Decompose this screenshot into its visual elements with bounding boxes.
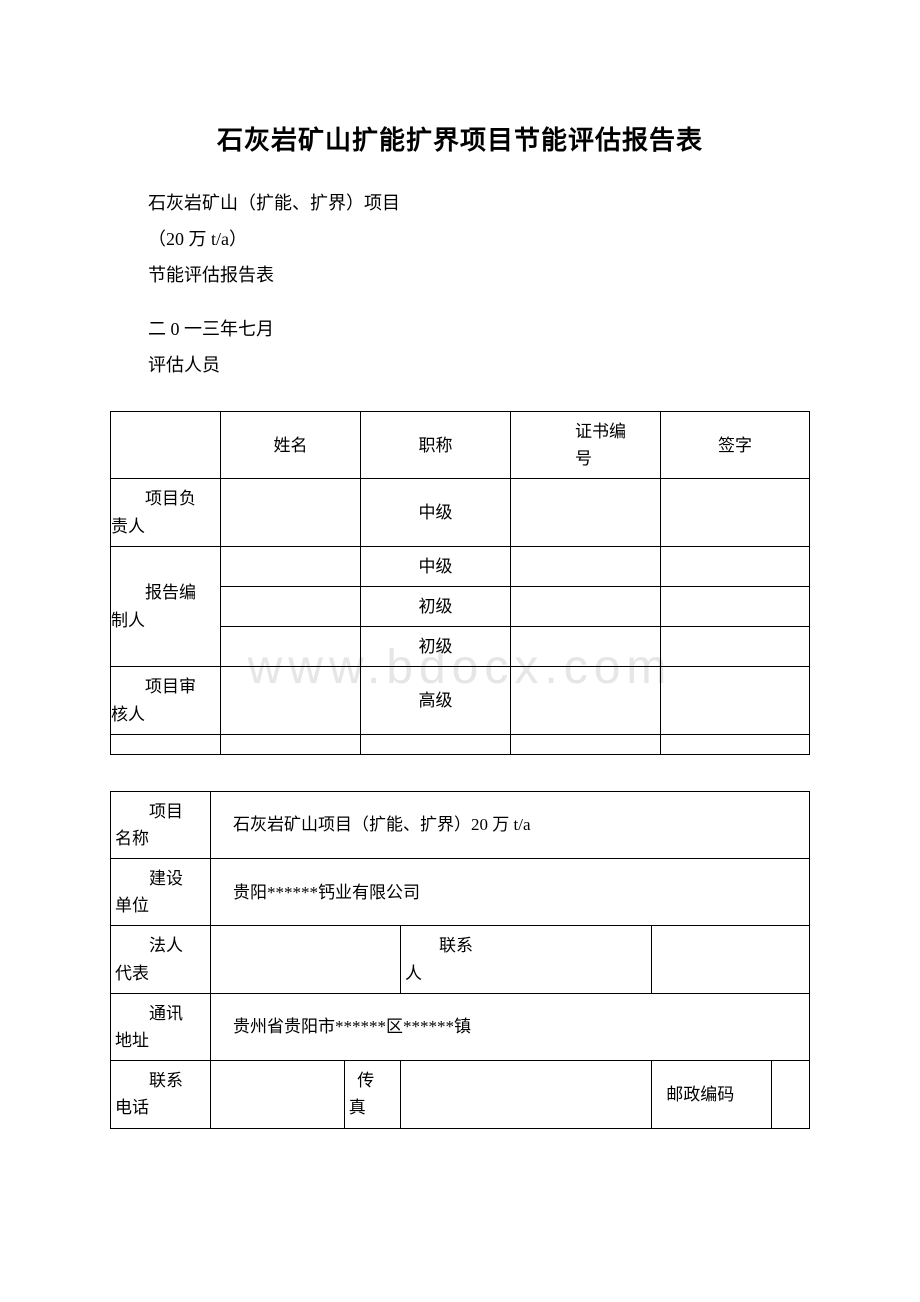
table-row: 项目审核人 高级	[111, 667, 810, 734]
label-zip: 邮政编码	[652, 1061, 772, 1128]
col-name: 姓名	[221, 412, 361, 479]
cell-name	[221, 479, 361, 546]
cell-sign	[661, 586, 810, 626]
table-row: 项目名称 石灰岩矿山项目（扩能、扩界）20 万 t/a	[111, 791, 810, 858]
cell-title: 初级	[361, 586, 511, 626]
col-sign: 签字	[661, 412, 810, 479]
table-row: 法人代表 联系人	[111, 926, 810, 993]
row-label-report-author: 报告编制人	[111, 546, 221, 667]
row-label-project-lead: 项目负责人	[111, 479, 221, 546]
col-title: 职称	[361, 412, 511, 479]
cell-sign	[661, 627, 810, 667]
cell-certno	[511, 627, 661, 667]
table-row	[111, 734, 810, 754]
cell-certno	[511, 586, 661, 626]
intro-line-1: 石灰岩矿山（扩能、扩界）项目	[110, 185, 810, 221]
cell-name	[221, 627, 361, 667]
value-build-unit: 贵阳******钙业有限公司	[211, 859, 810, 926]
value-legal-rep	[211, 926, 401, 993]
cell-title: 初级	[361, 627, 511, 667]
evaluators-table: 姓名 职称 证书编号 签字 项目负责人 中级 报告编制人 中级 初级	[110, 411, 810, 755]
cell-sign	[661, 546, 810, 586]
intro-line-4: 二 0 一三年七月	[110, 311, 810, 347]
row-label-reviewer: 项目审核人	[111, 667, 221, 734]
cell-sign	[661, 479, 810, 546]
intro-line-3: 节能评估报告表	[110, 257, 810, 293]
cell-certno	[511, 479, 661, 546]
label-address: 通讯地址	[111, 993, 211, 1060]
table-header-row: 姓名 职称 证书编号 签字	[111, 412, 810, 479]
intro-line-2: （20 万 t/a）	[110, 221, 810, 257]
value-fax	[401, 1061, 652, 1128]
value-contact	[652, 926, 810, 993]
table-row: 项目负责人 中级	[111, 479, 810, 546]
project-info-table: 项目名称 石灰岩矿山项目（扩能、扩界）20 万 t/a 建设单位 贵阳*****…	[110, 791, 810, 1129]
label-contact: 联系人	[401, 926, 652, 993]
cell-name	[221, 546, 361, 586]
table-row: 通讯地址 贵州省贵阳市******区******镇	[111, 993, 810, 1060]
document-content: 石灰岩矿山扩能扩界项目节能评估报告表 石灰岩矿山（扩能、扩界）项目 （20 万 …	[110, 120, 810, 1129]
table-row: 联系电话 传真 邮政编码	[111, 1061, 810, 1128]
document-title: 石灰岩矿山扩能扩界项目节能评估报告表	[110, 120, 810, 157]
intro-line-5: 评估人员	[110, 347, 810, 383]
table-row: 报告编制人 中级	[111, 546, 810, 586]
label-phone: 联系电话	[111, 1061, 211, 1128]
value-address: 贵州省贵阳市******区******镇	[211, 993, 810, 1060]
cell-title: 中级	[361, 546, 511, 586]
cell-sign	[661, 667, 810, 734]
value-phone	[211, 1061, 345, 1128]
cell-name	[221, 586, 361, 626]
table-row: 建设单位 贵阳******钙业有限公司	[111, 859, 810, 926]
cell-certno	[511, 667, 661, 734]
cell-title: 中级	[361, 479, 511, 546]
cell-name	[221, 667, 361, 734]
label-build-unit: 建设单位	[111, 859, 211, 926]
cell-title: 高级	[361, 667, 511, 734]
label-legal-rep: 法人代表	[111, 926, 211, 993]
label-fax: 传真	[344, 1061, 400, 1128]
value-zip	[772, 1061, 810, 1128]
cell-certno	[511, 546, 661, 586]
col-certno: 证书编号	[511, 412, 661, 479]
label-project-name: 项目名称	[111, 791, 211, 858]
value-project-name: 石灰岩矿山项目（扩能、扩界）20 万 t/a	[211, 791, 810, 858]
